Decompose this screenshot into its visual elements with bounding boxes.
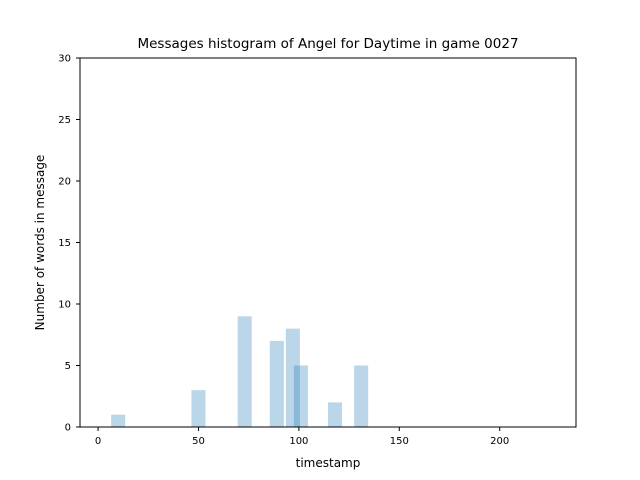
y-tick-label-25: 25	[58, 115, 71, 126]
y-tick-label-5: 5	[65, 361, 71, 372]
x-tick-label-100: 100	[289, 436, 308, 447]
bar-0	[111, 414, 126, 427]
y-tick-label-20: 20	[58, 177, 71, 188]
y-axis-ticks: 0 5 10 15 20 25 30	[58, 54, 80, 434]
bar-4	[285, 328, 300, 427]
x-tick-label-150: 150	[390, 436, 409, 447]
y-tick-label-30: 30	[58, 54, 71, 65]
bar-3	[269, 340, 284, 427]
bar-2	[237, 316, 252, 427]
bar-1	[191, 390, 206, 427]
bar-5	[293, 365, 308, 427]
y-tick-label-15: 15	[58, 238, 71, 249]
y-tick-label-0: 0	[65, 423, 71, 434]
plot-frame	[79, 57, 577, 428]
bar-7	[354, 365, 369, 427]
x-tick-label-0: 0	[95, 436, 101, 447]
x-tick-label-200: 200	[490, 436, 509, 447]
bar-6	[328, 402, 343, 427]
y-axis-label: Number of words in message	[33, 155, 47, 331]
y-tick-label-10: 10	[58, 300, 71, 311]
chart-title: Messages histogram of Angel for Daytime …	[137, 36, 518, 52]
bars-group	[111, 316, 369, 427]
x-tick-label-50: 50	[192, 436, 205, 447]
x-axis-ticks: 0 50 100 150 200	[95, 427, 509, 447]
x-axis-label: timestamp	[296, 456, 361, 470]
